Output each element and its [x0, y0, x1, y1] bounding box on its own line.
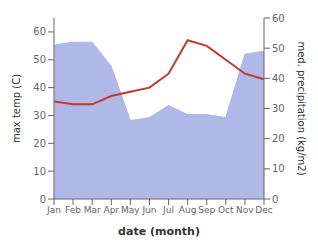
- svg-text:Oct: Oct: [218, 205, 234, 215]
- svg-text:0: 0: [40, 194, 46, 205]
- svg-text:Nov: Nov: [236, 205, 254, 215]
- svg-text:10: 10: [33, 166, 46, 177]
- svg-text:Jul: Jul: [162, 205, 174, 215]
- svg-text:Mar: Mar: [84, 205, 101, 215]
- svg-text:20: 20: [272, 133, 285, 144]
- svg-text:20: 20: [33, 138, 46, 149]
- svg-text:0: 0: [272, 194, 278, 205]
- svg-text:40: 40: [272, 73, 285, 84]
- svg-text:Jun: Jun: [141, 205, 156, 215]
- svg-text:30: 30: [272, 103, 285, 114]
- svg-text:Sep: Sep: [198, 205, 215, 215]
- svg-text:30: 30: [33, 110, 46, 121]
- svg-text:60: 60: [272, 13, 285, 24]
- svg-text:Jan: Jan: [46, 205, 61, 215]
- svg-text:10: 10: [272, 163, 285, 174]
- svg-text:Feb: Feb: [65, 205, 81, 215]
- svg-text:max temp (C): max temp (C): [11, 74, 22, 143]
- svg-text:Apr: Apr: [103, 205, 119, 215]
- svg-text:med. precipitation (kg/m2): med. precipitation (kg/m2): [296, 41, 307, 175]
- svg-text:60: 60: [33, 26, 46, 37]
- svg-text:Dec: Dec: [255, 205, 272, 215]
- svg-text:date (month): date (month): [118, 225, 200, 238]
- svg-text:50: 50: [272, 43, 285, 54]
- svg-text:40: 40: [33, 82, 46, 93]
- svg-text:50: 50: [33, 54, 46, 65]
- svg-text:Aug: Aug: [179, 205, 197, 215]
- svg-text:May: May: [121, 205, 140, 215]
